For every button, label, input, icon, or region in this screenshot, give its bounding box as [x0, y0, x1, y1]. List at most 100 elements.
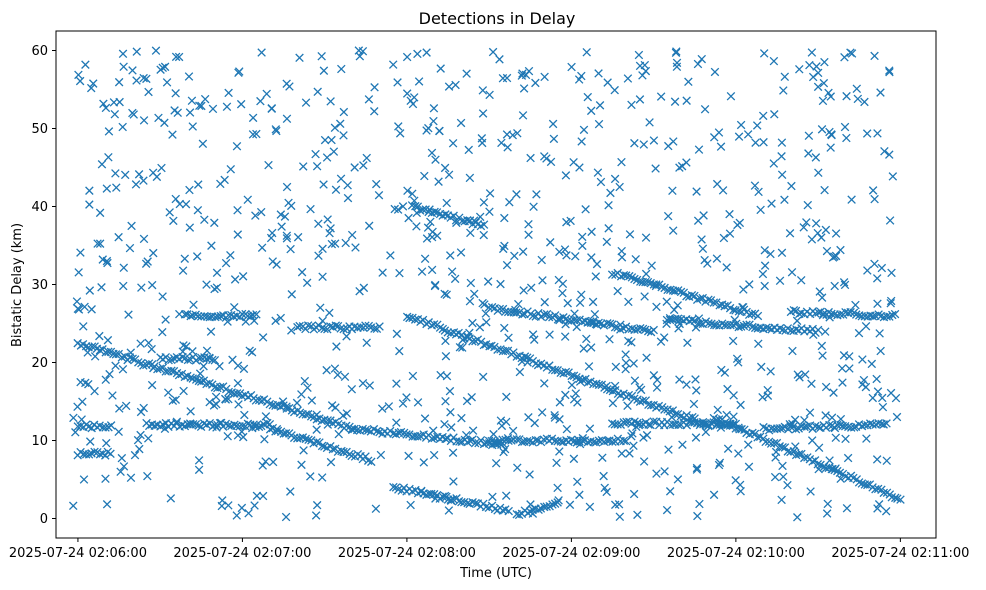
detection-marker [493, 438, 502, 447]
detection-marker [90, 386, 99, 396]
detection-marker [725, 229, 735, 238]
detection-marker [615, 182, 624, 192]
detection-marker [188, 122, 198, 131]
detection-marker [767, 199, 776, 208]
detection-marker [863, 480, 872, 490]
detection-marker [267, 228, 277, 238]
detection-marker [268, 457, 278, 467]
detection-marker [265, 399, 275, 409]
detection-marker [529, 335, 539, 344]
detection-marker [85, 186, 94, 195]
detection-marker [332, 342, 341, 351]
detection-marker [191, 375, 201, 384]
detection-marker [610, 381, 620, 391]
detection-marker [879, 488, 889, 498]
detection-marker [115, 404, 124, 413]
detection-marker [560, 332, 570, 341]
detection-marker [502, 260, 512, 270]
detection-marker [828, 464, 837, 474]
detection-marker [497, 421, 507, 431]
detection-marker [319, 180, 328, 189]
detection-marker [260, 434, 269, 444]
detection-marker [470, 438, 480, 448]
detection-marker [766, 249, 775, 259]
detection-marker [282, 234, 292, 243]
detection-marker [720, 420, 730, 430]
detection-marker [814, 464, 823, 474]
detection-marker [81, 378, 90, 388]
detection-marker [891, 393, 901, 403]
detection-marker [205, 378, 214, 388]
detection-marker [531, 435, 541, 445]
detection-marker [398, 202, 408, 211]
detection-marker [74, 70, 83, 80]
detection-marker [657, 282, 666, 292]
detection-marker [630, 274, 639, 284]
detection-marker [388, 60, 398, 69]
detection-marker [79, 475, 89, 484]
detection-marker [109, 98, 119, 107]
detection-marker [892, 412, 902, 422]
detection-marker [162, 78, 172, 87]
detection-marker [726, 91, 736, 101]
detection-marker [663, 141, 673, 151]
detection-marker [435, 126, 444, 136]
detection-marker [328, 445, 338, 454]
detection-marker [559, 313, 568, 322]
detection-marker [108, 391, 117, 400]
detection-marker [731, 476, 740, 485]
detection-marker [300, 376, 310, 386]
detection-marker [659, 333, 669, 342]
detection-marker [606, 188, 615, 198]
detection-marker [656, 337, 666, 346]
detection-marker [621, 364, 630, 374]
detection-marker [468, 435, 477, 444]
detection-marker [455, 437, 464, 446]
detection-marker [610, 322, 620, 332]
detection-marker [561, 171, 571, 180]
detection-marker [676, 287, 686, 297]
detection-marker [88, 79, 98, 88]
detection-marker [130, 450, 140, 460]
detection-marker [452, 218, 461, 228]
detection-marker [478, 86, 488, 95]
detection-marker [106, 421, 116, 430]
detection-marker [430, 280, 440, 290]
detection-marker [257, 48, 266, 57]
detection-marker [859, 375, 869, 385]
detection-marker [652, 280, 661, 289]
detection-marker [396, 427, 406, 437]
detection-marker [822, 509, 832, 518]
detection-marker [422, 234, 432, 243]
detection-marker [284, 198, 293, 208]
detection-marker [712, 179, 722, 189]
detection-marker [807, 235, 817, 244]
detection-marker [872, 374, 881, 384]
detection-marker [884, 66, 894, 75]
detection-marker [640, 60, 650, 70]
detection-marker [670, 97, 680, 106]
detection-marker [555, 315, 564, 325]
detection-marker [271, 125, 281, 134]
detection-marker [545, 238, 555, 247]
y-tick-label: 10 [31, 434, 48, 449]
detection-marker [561, 390, 570, 400]
detection-marker [603, 319, 612, 328]
detection-marker [788, 419, 797, 429]
detection-marker [561, 367, 571, 377]
detection-marker [549, 134, 559, 144]
detection-marker [751, 138, 760, 147]
detection-marker [800, 415, 809, 425]
detection-marker [567, 371, 576, 381]
detection-marker [293, 232, 303, 242]
detection-marker [825, 313, 834, 322]
detection-marker [448, 448, 458, 457]
detection-marker [789, 447, 799, 456]
detection-marker [174, 370, 184, 380]
detection-marker [639, 433, 648, 442]
detection-marker [99, 99, 108, 109]
detection-marker [822, 246, 832, 256]
detection-marker [758, 111, 768, 121]
detection-marker [215, 361, 224, 371]
detection-marker [754, 187, 763, 197]
